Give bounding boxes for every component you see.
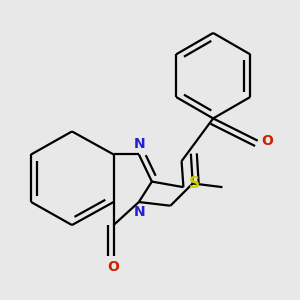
Text: N: N xyxy=(134,137,146,152)
Text: O: O xyxy=(108,260,119,274)
Text: S: S xyxy=(189,176,200,191)
Text: O: O xyxy=(262,134,273,148)
Text: N: N xyxy=(134,205,146,219)
